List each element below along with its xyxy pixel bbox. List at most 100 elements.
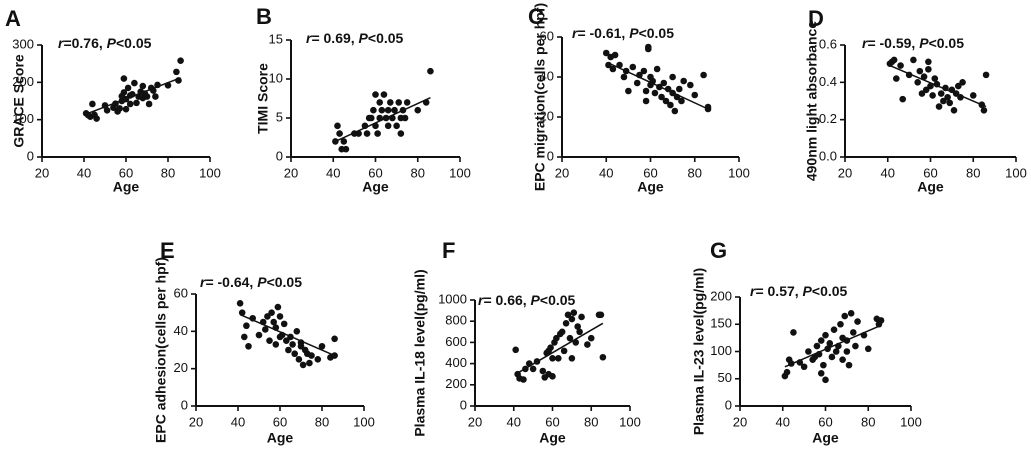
data-point — [980, 107, 988, 114]
data-point — [893, 75, 900, 82]
x-axis-title: Age — [113, 179, 140, 195]
data-point — [564, 311, 572, 319]
data-point — [597, 311, 605, 319]
data-point — [625, 87, 632, 95]
data-point — [813, 342, 821, 350]
x-tick-label: 60 — [818, 414, 832, 429]
data-point — [380, 91, 388, 98]
data-point — [384, 122, 392, 130]
data-point — [241, 333, 248, 341]
x-tick-label: 40 — [881, 165, 895, 180]
data-point — [969, 92, 977, 99]
y-tick-label: 800 — [445, 313, 467, 328]
data-point — [680, 77, 687, 85]
data-point — [268, 309, 275, 316]
data-point — [609, 65, 617, 73]
x-tick-label: 20 — [468, 414, 482, 429]
data-point — [152, 93, 159, 100]
p-symbol: P — [803, 283, 813, 299]
data-point — [340, 138, 348, 145]
data-point — [376, 114, 384, 122]
data-point — [940, 97, 947, 105]
data-point — [658, 93, 665, 101]
y-tick-label: 5 — [276, 109, 283, 124]
y-axis-title: Plasma IL-18 level(pg/ml) — [412, 269, 428, 436]
r-value: = -0.64, — [205, 274, 257, 290]
data-point — [399, 106, 407, 114]
p-symbol: P — [919, 35, 929, 51]
data-point — [287, 333, 294, 341]
data-point — [935, 103, 943, 110]
data-point — [651, 89, 659, 97]
data-point — [361, 122, 369, 130]
y-tick-label: 20 — [540, 108, 554, 123]
p-value: <0.05 — [812, 283, 848, 299]
data-point — [620, 73, 628, 81]
data-point — [143, 93, 151, 100]
data-point — [395, 99, 403, 106]
x-axis-title: Age — [917, 179, 944, 195]
x-axis-title: Age — [267, 430, 294, 446]
y-tick-label: 40 — [174, 323, 188, 338]
y-tick-label: 100 — [710, 343, 732, 358]
data-point — [820, 361, 827, 369]
data-point — [629, 63, 637, 71]
r-symbol: r — [750, 283, 757, 299]
data-point — [916, 67, 924, 75]
data-point — [291, 350, 299, 358]
panel-g: G 0 50 100 150 200 20 40 60 80 100 Age Plasma IL-23 … — [691, 238, 922, 446]
panel-letter: F — [442, 238, 455, 263]
y-tick-label: 20 — [174, 360, 188, 375]
x-tick-label: 100 — [619, 414, 641, 429]
data-point — [133, 99, 140, 107]
y-tick-label: 60 — [540, 28, 554, 43]
y-tick-label: 600 — [445, 334, 467, 349]
data-point — [982, 71, 990, 79]
x-tick-label: 100 — [1005, 165, 1027, 180]
data-point — [578, 313, 585, 321]
panel-a: A 0 100 200 300 20 40 60 80 100 Age GRACE Score r=0.… — [5, 6, 221, 195]
data-point — [318, 342, 326, 350]
data-point — [669, 89, 676, 97]
p-value: <0.05 — [368, 30, 404, 46]
panel-letter: G — [710, 238, 727, 263]
data-point — [285, 346, 292, 354]
x-axis-title: Age — [637, 179, 664, 195]
data-point — [649, 77, 657, 85]
data-point — [931, 75, 939, 82]
y-axis-title: Plasma IL-23 level(pg/ml) — [691, 268, 707, 435]
data-point — [382, 114, 390, 122]
y-tick-label: 15 — [269, 31, 283, 46]
y-tick-label: 0.0 — [819, 148, 837, 163]
data-point — [954, 82, 962, 90]
data-point — [864, 345, 872, 353]
data-point — [103, 107, 111, 114]
data-point — [852, 342, 859, 350]
y-tick-label: 40 — [540, 68, 554, 83]
data-point — [572, 339, 580, 346]
data-point — [525, 360, 533, 367]
p-value: <0.05 — [116, 35, 152, 51]
data-point — [255, 331, 263, 339]
data-point — [331, 335, 338, 343]
data-point — [336, 130, 343, 137]
data-point — [367, 114, 375, 122]
data-point — [843, 348, 851, 355]
data-point — [815, 350, 823, 358]
data-point — [664, 85, 672, 93]
data-point — [897, 62, 904, 69]
x-tick-label: 20 — [35, 165, 49, 180]
data-point — [667, 101, 674, 109]
p-value: <0.05 — [267, 274, 303, 290]
r-symbol: r — [862, 35, 869, 51]
panel-letter: B — [256, 4, 272, 29]
data-point — [918, 90, 926, 97]
data-point — [393, 122, 400, 130]
data-point — [520, 376, 527, 383]
data-point — [386, 99, 394, 106]
data-point — [245, 342, 252, 350]
data-point — [899, 95, 907, 103]
data-point — [249, 314, 256, 322]
